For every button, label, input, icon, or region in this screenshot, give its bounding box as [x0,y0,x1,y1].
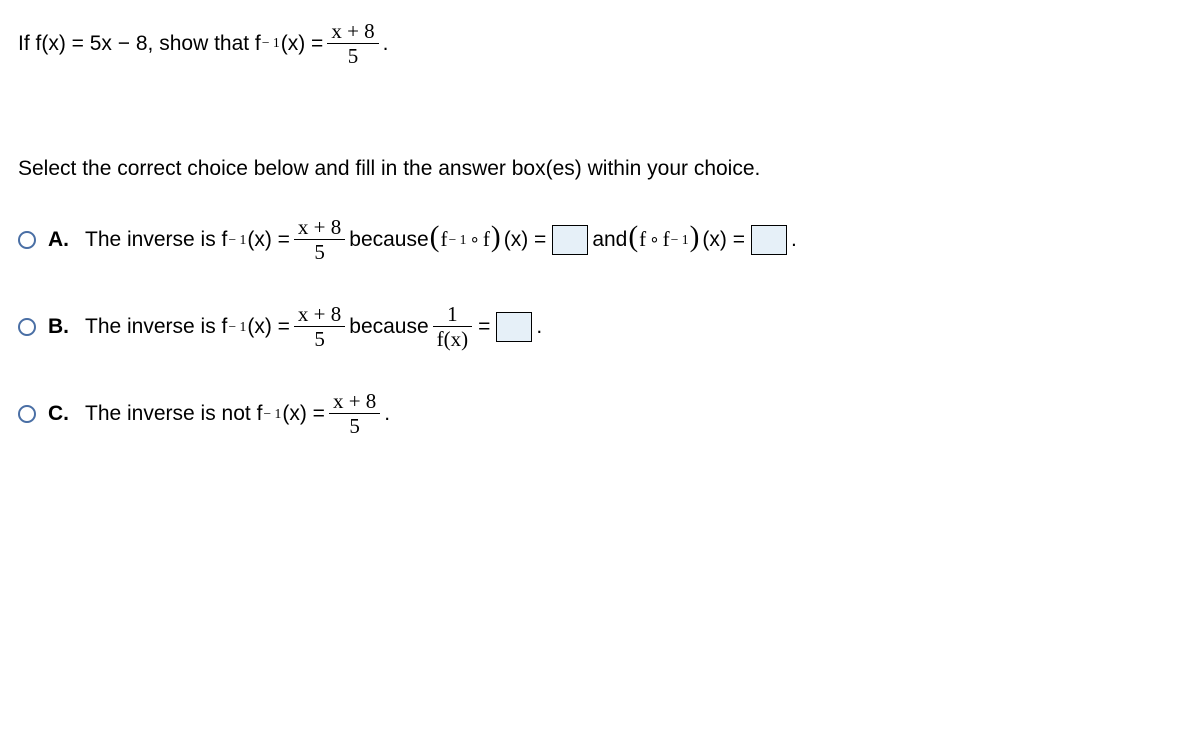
cc-t2: (x) = [282,402,325,426]
ca-circ2: ∘ [649,229,660,250]
ca-t5: f [483,227,490,252]
ca-lp1: ( [430,221,440,254]
ca-frac: x + 8 5 [294,216,345,263]
answer-box-a2[interactable] [751,225,787,255]
cb-num: x + 8 [294,303,345,327]
stem-frac-num: x + 8 [327,20,378,44]
ca-t11: . [791,228,797,252]
choice-b-letter: B. [48,315,69,339]
stem-text-2: (x) = [281,28,324,60]
radio-a[interactable] [18,231,36,249]
radio-b[interactable] [18,318,36,336]
ca-exp1: − 1 [228,232,246,248]
ca-rp1: ) [491,221,501,254]
ca-num: x + 8 [294,216,345,240]
stem-frac-den: 5 [327,44,378,67]
choice-b-row: B. The inverse is f − 1 (x) = x + 8 5 be… [18,303,1182,350]
ca-rp2: ) [690,221,700,254]
answer-box-a1[interactable] [552,225,588,255]
radio-c[interactable] [18,405,36,423]
ca-lp2: ( [628,221,638,254]
ca-t2: (x) = [247,228,290,252]
exponent-neg-1: − 1 [262,33,280,53]
cc-den: 5 [329,414,380,437]
ca-exp3: − 1 [671,232,689,248]
choice-a-content: The inverse is f − 1 (x) = x + 8 5 becau… [85,216,797,263]
choice-c-row: C. The inverse is not f − 1 (x) = x + 8 … [18,390,1182,437]
stem-text-3: . [383,28,389,60]
cc-exp1: − 1 [263,406,281,422]
stem-fraction: x + 8 5 [327,20,378,67]
ca-t1: The inverse is f [85,228,227,252]
question-stem: If f(x) = 5x − 8, show that f − 1 (x) = … [18,20,389,67]
ca-den: 5 [294,240,345,263]
ca-t4: f [440,227,447,252]
cc-t3: . [384,402,390,426]
cb-rden: f(x) [433,327,472,350]
cb-exp1: − 1 [228,319,246,335]
choice-c-letter: C. [48,402,69,426]
ca-t6: (x) = [504,228,547,252]
ca-t3: because [349,228,428,252]
ca-exp2: − 1 [448,232,466,248]
choice-a-row: A. The inverse is f − 1 (x) = x + 8 5 be… [18,216,1182,263]
cb-t4: = [478,315,490,339]
cc-t1: The inverse is not f [85,402,262,426]
choice-c-content: The inverse is not f − 1 (x) = x + 8 5 . [85,390,390,437]
instruction-text: Select the correct choice below and fill… [18,157,1182,181]
ca-t9: f [663,227,670,252]
ca-circ1: ∘ [469,229,480,250]
cb-t3: because [349,315,428,339]
cb-t2: (x) = [247,315,290,339]
cb-frac2: 1 f(x) [433,303,472,350]
cb-den: 5 [294,327,345,350]
choice-a-letter: A. [48,228,69,252]
choice-b-content: The inverse is f − 1 (x) = x + 8 5 becau… [85,303,542,350]
answer-box-b[interactable] [496,312,532,342]
cb-t5: . [536,315,542,339]
cb-frac: x + 8 5 [294,303,345,350]
cc-num: x + 8 [329,390,380,414]
stem-text-1: If f(x) = 5x − 8, show that f [18,28,261,60]
cb-rnum: 1 [433,303,472,327]
ca-t7: and [592,228,627,252]
ca-t10: (x) = [702,228,745,252]
cb-t1: The inverse is f [85,315,227,339]
cc-frac: x + 8 5 [329,390,380,437]
ca-t8: f [639,227,646,252]
